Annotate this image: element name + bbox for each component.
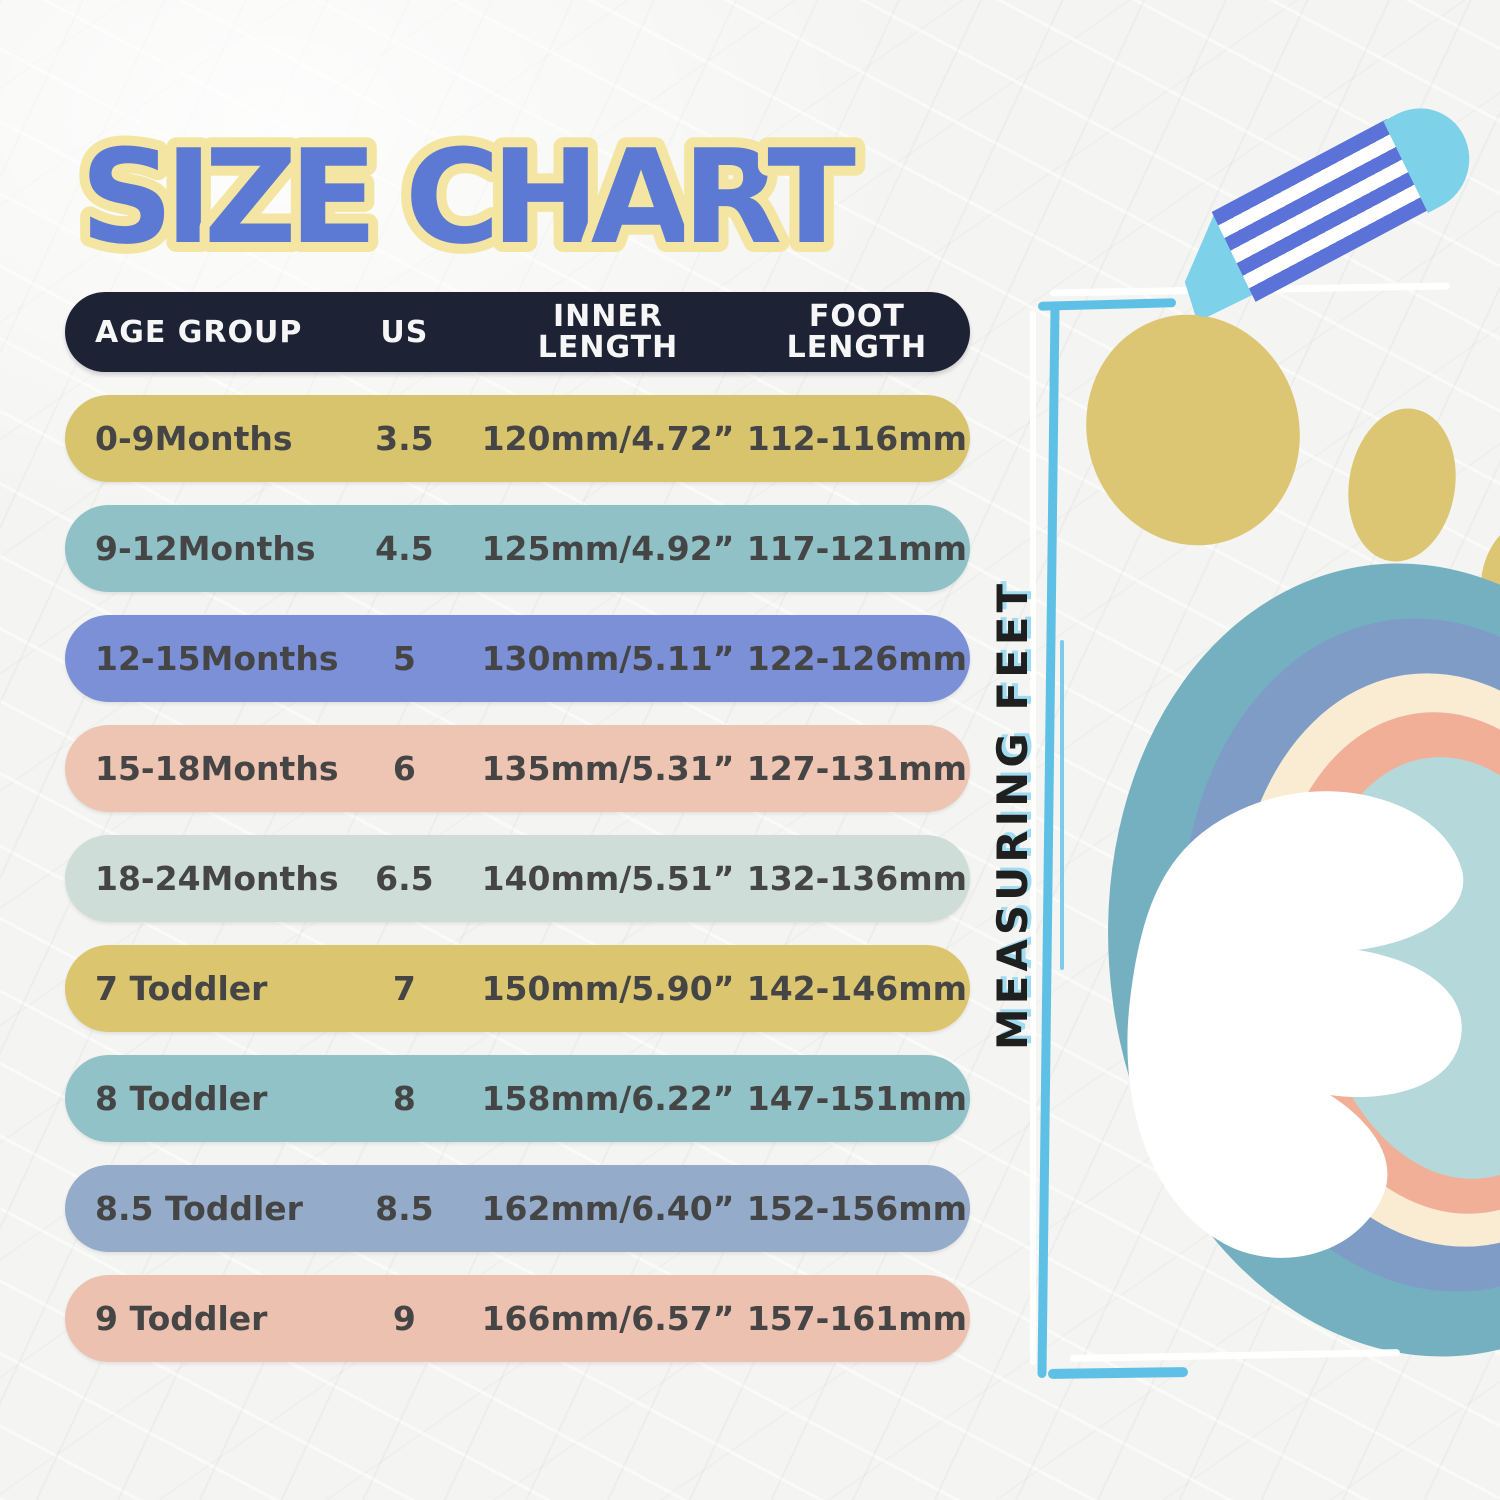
us-size-cell: 7 [392, 969, 416, 1008]
foot-length-cell: 142-146mm [746, 969, 967, 1008]
age-group-cell: 7 Toddler [95, 969, 268, 1008]
foot-length-cell: 147-151mm [746, 1079, 967, 1118]
baby-footprint-illustration [1086, 314, 1500, 1357]
table-row: 7 Toddler 7 150mm/5.90” 142-146mm [65, 945, 970, 1032]
measuring-bracket-line [1060, 640, 1064, 970]
age-group-cell: 8.5 Toddler [95, 1189, 303, 1228]
table-row: 8 Toddler 8 158mm/6.22” 147-151mm [65, 1055, 970, 1142]
column-header-foot-length: FOOT LENGTH [744, 298, 970, 365]
table-row: 15-18Months 6 135mm/5.31” 127-131mm [65, 725, 970, 812]
us-size-cell: 9 [392, 1299, 416, 1338]
inner-length-cell: 140mm/5.51” [481, 859, 735, 898]
us-size-cell: 6 [392, 749, 416, 788]
foot-length-cell: 157-161mm [746, 1299, 967, 1338]
inner-length-cell: 150mm/5.90” [481, 969, 735, 1008]
us-size-cell: 4.5 [375, 529, 434, 568]
size-table-body: 0-9Months 3.5 120mm/4.72” 112-116mm 9-12… [65, 395, 970, 1362]
big-toe-shape [1086, 314, 1300, 546]
age-group-cell: 8 Toddler [95, 1079, 268, 1118]
table-row: 9-12Months 4.5 125mm/4.92” 117-121mm [65, 505, 970, 592]
us-size-cell: 3.5 [375, 419, 434, 458]
column-header-age-group: AGE GROUP [65, 315, 337, 350]
inner-length-cell: 166mm/6.57” [481, 1299, 735, 1338]
inner-length-cell: 158mm/6.22” [481, 1079, 735, 1118]
pad-swirl-shape [1127, 791, 1464, 1258]
second-toe-shape [1348, 408, 1456, 562]
foot-length-cell: 152-156mm [746, 1189, 967, 1228]
size-table: AGE GROUP US INNER LENGTH FOOT LENGTH 0-… [65, 292, 970, 1362]
foot-length-cell: 117-121mm [746, 529, 967, 568]
measuring-feet-text: MEASURING FEET [987, 579, 1037, 1051]
age-group-cell: 18-24Months [95, 859, 339, 898]
measuring-feet-label: MEASURING FEET [980, 550, 1044, 1080]
age-group-cell: 0-9Months [95, 419, 293, 458]
inner-length-cell: 130mm/5.11” [481, 639, 735, 678]
column-header-label: INNER LENGTH [537, 298, 679, 365]
us-size-cell: 8 [392, 1079, 416, 1118]
page-title: SIZE CHART [80, 121, 860, 273]
age-group-cell: 9-12Months [95, 529, 316, 568]
age-group-cell: 9 Toddler [95, 1299, 268, 1338]
us-size-cell: 8.5 [375, 1189, 434, 1228]
inner-length-cell: 135mm/5.31” [481, 749, 735, 788]
us-size-cell: 6.5 [375, 859, 434, 898]
column-header-us: US [337, 315, 473, 350]
inner-length-cell: 125mm/4.92” [481, 529, 735, 568]
page-title-wrap: SIZE CHART [70, 111, 866, 283]
us-size-cell: 5 [392, 639, 416, 678]
age-group-cell: 15-18Months [95, 749, 339, 788]
measuring-bracket-line [1030, 310, 1036, 1365]
column-header-label: US [380, 314, 429, 350]
table-row: 0-9Months 3.5 120mm/4.72” 112-116mm [65, 395, 970, 482]
table-row: 8.5 Toddler 8.5 162mm/6.40” 152-156mm [65, 1165, 970, 1252]
column-header-label: FOOT LENGTH [786, 298, 928, 365]
table-header: AGE GROUP US INNER LENGTH FOOT LENGTH [65, 292, 970, 372]
table-row: 12-15Months 5 130mm/5.11” 122-126mm [65, 615, 970, 702]
foot-length-cell: 112-116mm [746, 419, 967, 458]
column-header-inner-length: INNER LENGTH [472, 298, 744, 365]
column-header-label: AGE GROUP [95, 314, 303, 350]
age-group-cell: 12-15Months [95, 639, 339, 678]
inner-length-cell: 162mm/6.40” [481, 1189, 735, 1228]
table-row: 18-24Months 6.5 140mm/5.51” 132-136mm [65, 835, 970, 922]
table-row: 9 Toddler 9 166mm/6.57” 157-161mm [65, 1275, 970, 1362]
inner-length-cell: 120mm/4.72” [481, 419, 735, 458]
measuring-bracket-line [1047, 1367, 1189, 1379]
foot-length-cell: 127-131mm [746, 749, 967, 788]
foot-length-cell: 122-126mm [746, 639, 967, 678]
foot-length-cell: 132-136mm [746, 859, 967, 898]
